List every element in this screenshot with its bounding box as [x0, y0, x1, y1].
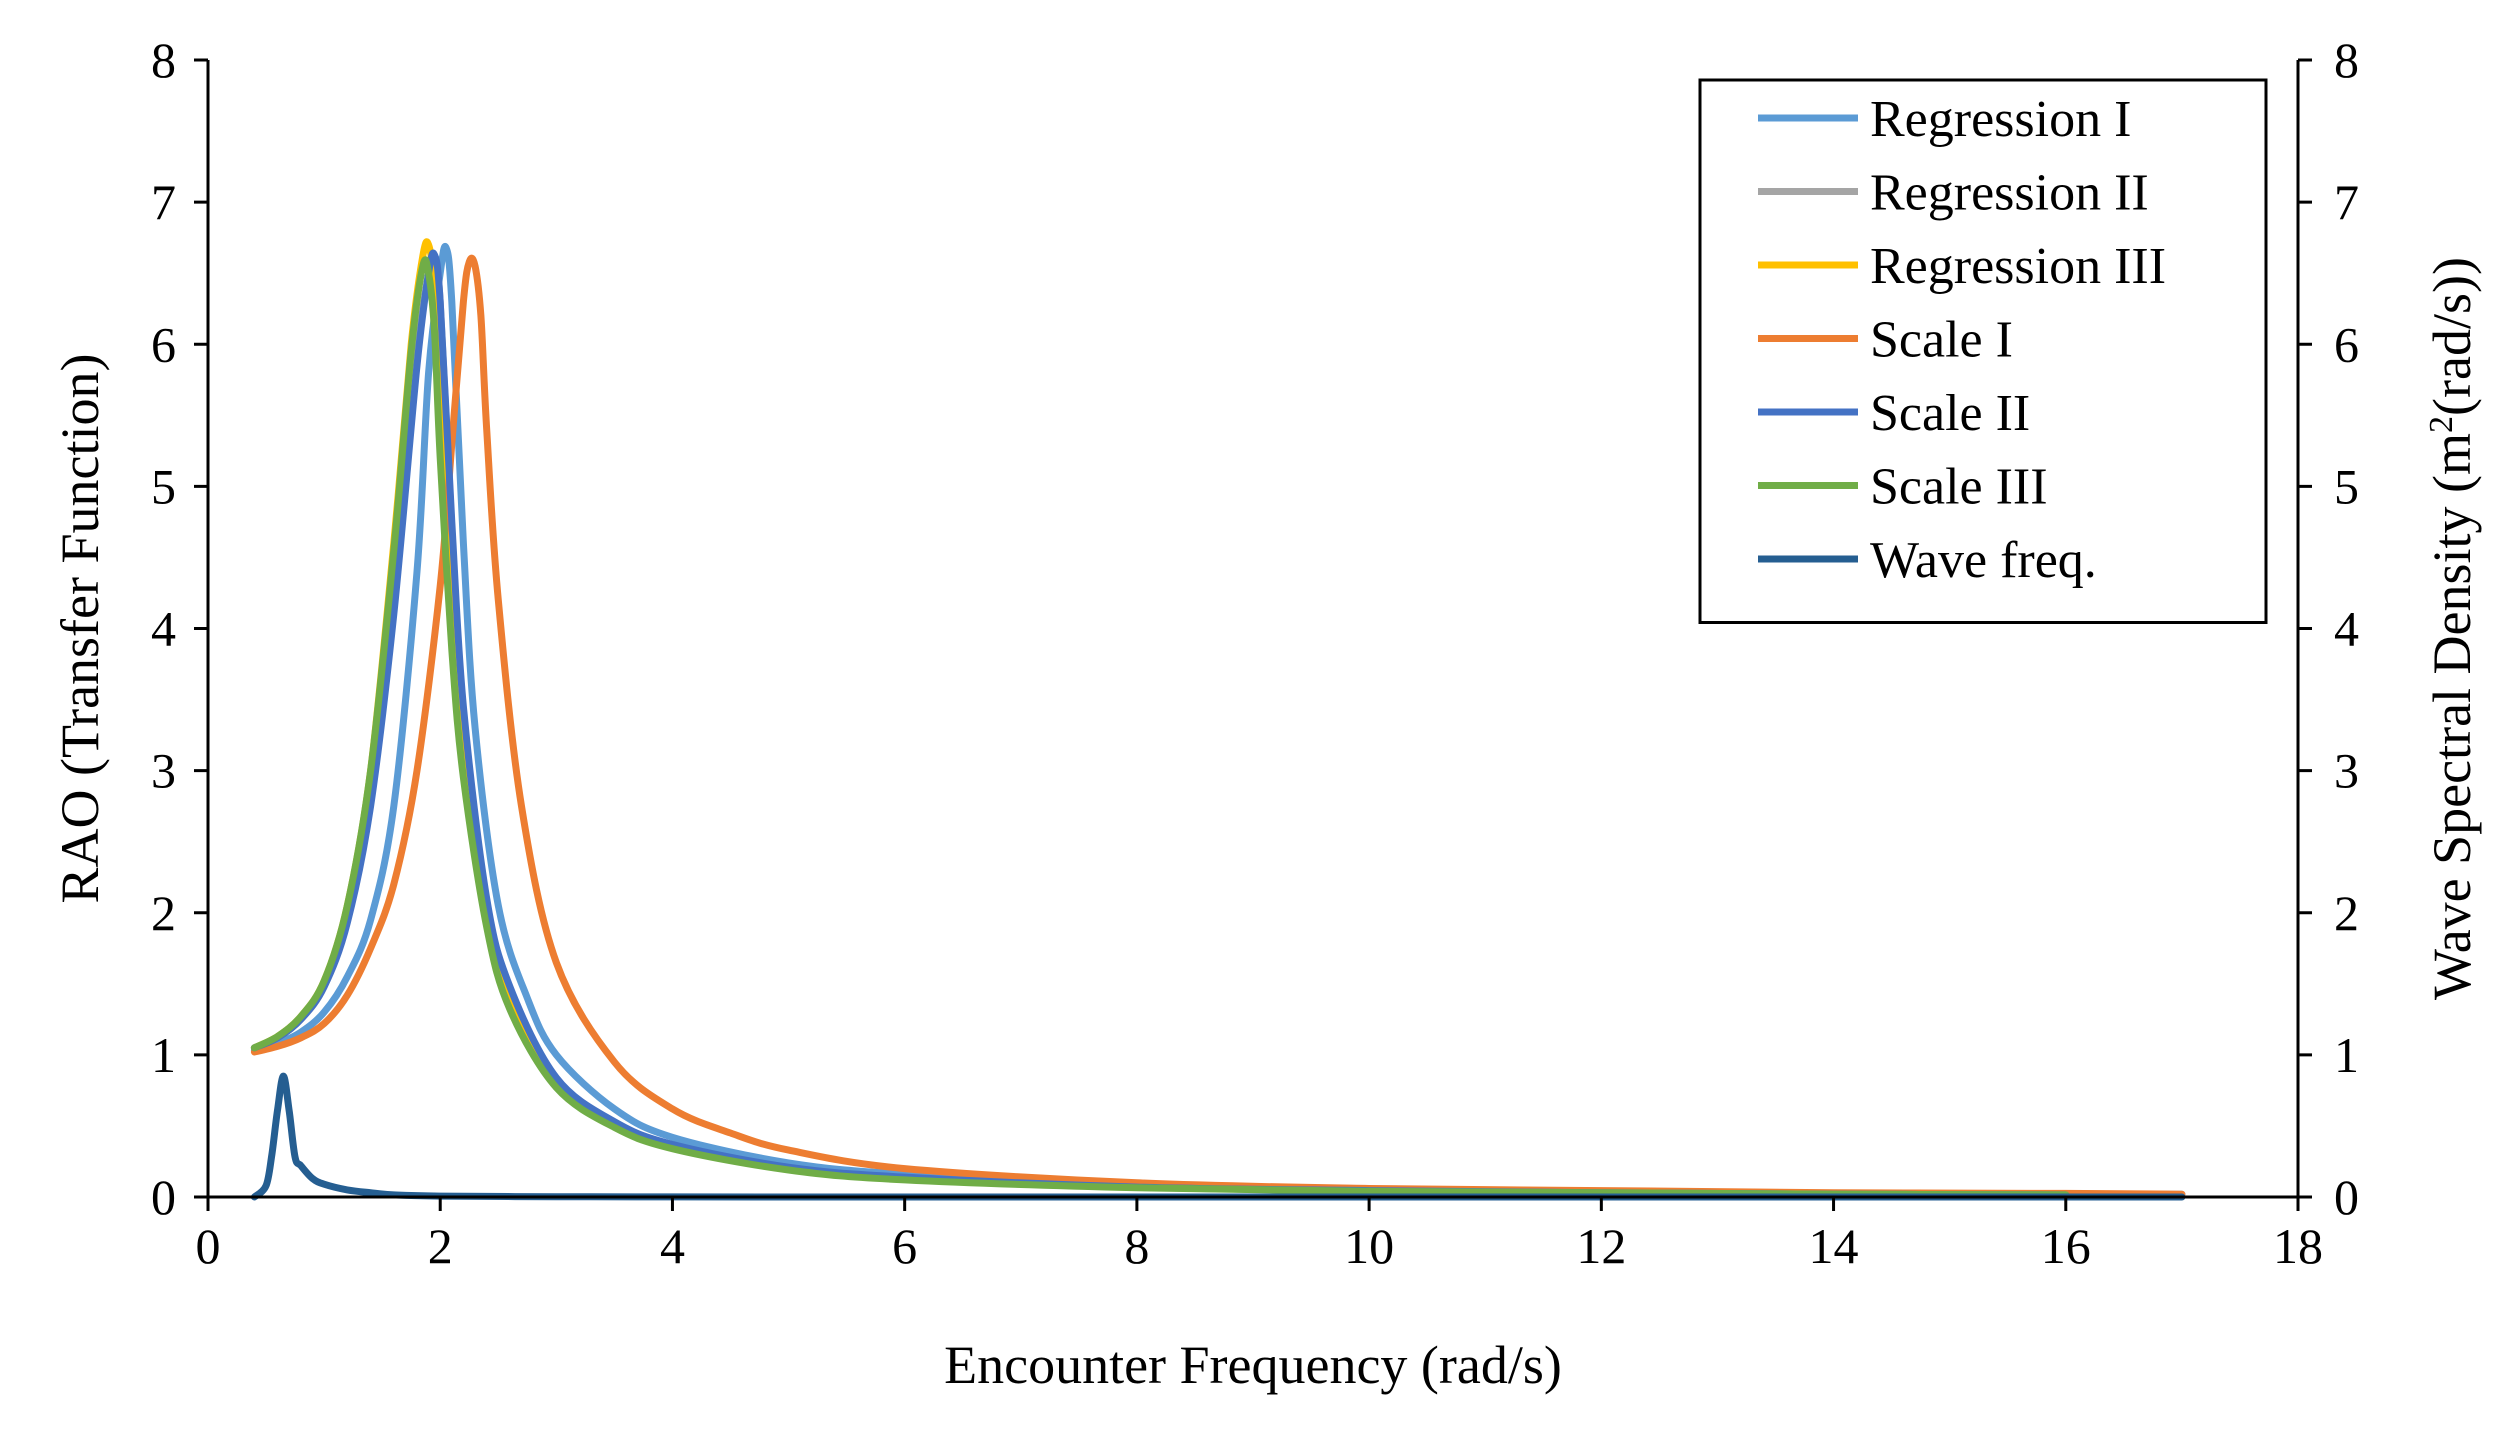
y2-tick-label: 6	[2334, 316, 2359, 372]
y-tick-label: 5	[151, 458, 176, 514]
x-tick-label: 10	[1344, 1218, 1394, 1274]
y2-tick-label: 3	[2334, 743, 2359, 799]
x-tick-label: 2	[428, 1218, 453, 1274]
x-tick-label: 14	[1809, 1218, 1859, 1274]
y-tick-label: 8	[151, 32, 176, 88]
legend-label-1: Regression I	[1870, 91, 2131, 148]
legend-label-2: Regression II	[1870, 165, 2149, 222]
x-tick-label: 12	[1576, 1218, 1626, 1274]
y-axis-right-title: Wave Spectral Density (m2(rad/s))	[2422, 257, 2482, 1000]
series-line-6	[250, 256, 2070, 1199]
x-axis-title: Encounter Frequency (rad/s)	[944, 1335, 1562, 1395]
legend-label-4: Scale I	[1870, 312, 2013, 369]
y2-tick-label: 4	[2334, 601, 2359, 657]
x-tick-label: 18	[2273, 1218, 2323, 1274]
y-tick-label: 1	[151, 1027, 176, 1083]
y2-tick-label: 1	[2334, 1027, 2359, 1083]
x-tick-label: 8	[1124, 1218, 1149, 1274]
x-tick-label: 6	[892, 1218, 917, 1274]
legend-box	[1698, 78, 2268, 624]
x-tick-label: 4	[660, 1218, 685, 1274]
y-axis-right-title-tail: (rad/s))	[2422, 257, 2482, 416]
y-tick-label: 4	[151, 601, 176, 657]
y-tick-label: 2	[151, 885, 176, 941]
legend-label-5: Scale II	[1870, 385, 2030, 442]
legend-label-3: Regression III	[1870, 238, 2166, 295]
y-tick-label: 0	[151, 1169, 176, 1225]
y2-tick-label: 5	[2334, 458, 2359, 514]
y2-tick-label: 0	[2334, 1169, 2359, 1225]
y2-tick-label: 8	[2334, 32, 2359, 88]
y2-tick-label: 2	[2334, 885, 2359, 941]
y-tick-label: 3	[151, 743, 176, 799]
x-tick-label: 16	[2041, 1218, 2091, 1274]
y-axis-right-title-sup: 2	[2423, 416, 2460, 433]
x-tick-label: 0	[196, 1218, 221, 1274]
legend: Regression I Regression II Regression III S…	[1698, 78, 2268, 624]
legend-label-7: Wave freq.	[1870, 532, 2097, 589]
y-tick-label: 7	[151, 174, 176, 230]
y-axis-right-title-main: Wave Spectral Density (m	[2422, 433, 2482, 1000]
legend-label-6: Scale III	[1870, 459, 2048, 516]
y-axis-left-title: RAO (Transfer Function)	[50, 354, 110, 904]
y2-tick-label: 7	[2334, 174, 2359, 230]
y-tick-label: 6	[151, 316, 176, 372]
